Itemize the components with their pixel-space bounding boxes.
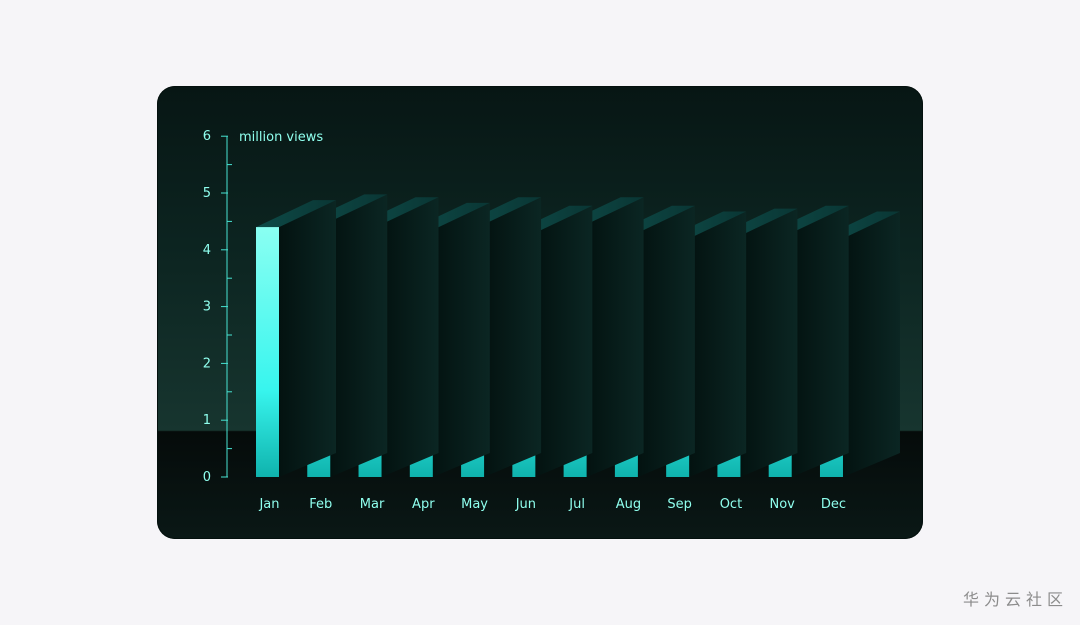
bar-chart: 0 1 2 3 4 5 6 Jan Feb Mar Apr May Jun Jul Aug Sep Oct No… — [203, 129, 900, 512]
bar-top-jan — [256, 200, 336, 228]
chart-card: 0 1 2 3 4 5 6 Jan Feb Mar Apr May Jun Jul Aug Sep Oct No… — [157, 86, 923, 539]
x-tick-label-oct: Oct — [720, 497, 742, 512]
bar-front-jan — [256, 227, 279, 477]
x-tick-label-feb: Feb — [309, 497, 332, 512]
bar-side-jul — [586, 197, 644, 477]
watermark-text: 华为云社区 — [962, 590, 1068, 609]
bar-side-dec — [842, 211, 900, 477]
x-tick-label-aug: Aug — [616, 497, 641, 512]
x-tick-label-may: May — [461, 497, 488, 512]
bar-side-oct — [740, 208, 798, 477]
bar-side-aug — [637, 205, 695, 477]
x-tick-label-mar: Mar — [360, 497, 385, 512]
x-tick-label-nov: Nov — [770, 497, 796, 512]
bars — [256, 194, 900, 478]
y-tick-label-5: 5 — [203, 186, 211, 201]
y-tick-label-2: 2 — [203, 356, 211, 371]
x-tick-label-jul: Jul — [568, 497, 585, 512]
x-tick-label-dec: Dec — [821, 497, 846, 512]
y-axis: 0 1 2 3 4 5 6 — [203, 129, 232, 485]
bar-side-feb — [330, 194, 388, 477]
y-tick-label-4: 4 — [203, 243, 211, 258]
bar-jan — [256, 200, 336, 477]
y-tick-label-3: 3 — [203, 300, 211, 315]
y-tick-label-1: 1 — [203, 413, 211, 428]
bar-side-sep — [689, 211, 747, 477]
bar-side-apr — [432, 202, 490, 478]
bar-side-nov — [791, 205, 849, 477]
bar-side-jun — [535, 205, 593, 477]
bar-side-mar — [381, 197, 439, 477]
x-tick-label-jun: Jun — [515, 497, 536, 512]
x-tick-label-sep: Sep — [667, 497, 692, 512]
y-tick-label-0: 0 — [203, 470, 211, 485]
bar-side-may — [484, 197, 542, 477]
bar-side-jan — [279, 200, 336, 477]
x-tick-label-jan: Jan — [258, 497, 279, 512]
y-axis-unit-label: million views — [239, 130, 323, 145]
x-axis-labels: Jan Feb Mar Apr May Jun Jul Aug Sep Oct Nov Dec — [258, 497, 846, 512]
y-tick-label-6: 6 — [203, 129, 211, 144]
x-tick-label-apr: Apr — [412, 497, 435, 512]
